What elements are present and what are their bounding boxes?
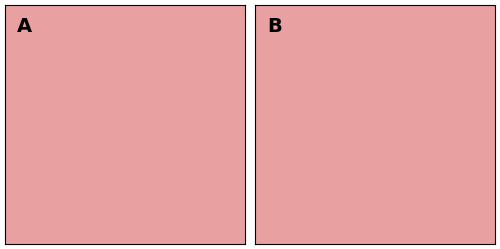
Text: B: B [267,17,282,36]
Text: A: A [17,17,32,36]
